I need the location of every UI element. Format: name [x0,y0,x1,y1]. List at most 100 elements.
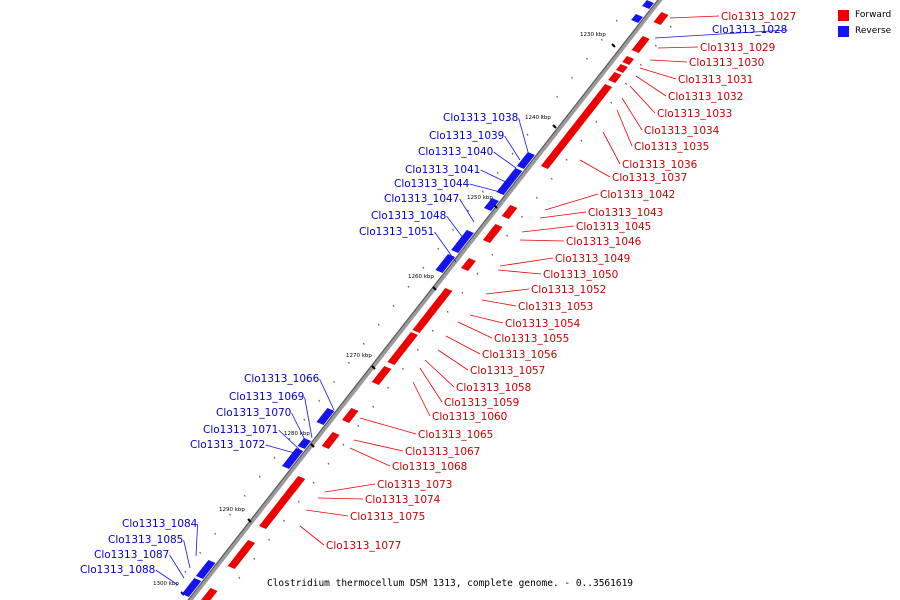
reverse-gene-arrow [484,198,499,211]
forward-gene-label: Clo1313_1046 [566,236,642,248]
minor-tick-bottom [238,576,241,579]
tick-label: 1230 kbp [580,32,606,38]
forward-leader-line [497,269,542,275]
reverse-gene-face [178,578,195,598]
legend-forward-label: Forward [855,10,892,20]
forward-gene-face [368,366,385,386]
tick-mark [611,43,616,48]
reverse-gene-arrow [195,560,216,579]
forward-gene-face [224,548,242,570]
forward-gene-arrow [653,12,669,25]
minor-tick-top [422,266,425,269]
reverse-gene-face [313,408,328,426]
forward-leader-line [457,321,493,339]
minor-tick-top [452,228,455,231]
forward-gene-label: Clo1313_1073 [377,479,452,491]
forward-gene-label: Clo1313_1036 [622,159,698,171]
forward-leader-line [521,225,575,233]
reverse-leader-line [654,29,788,39]
minor-tick-bottom [401,367,404,370]
minor-tick-top [556,95,559,98]
minor-tick-bottom [639,63,642,66]
forward-leader-line [317,497,364,500]
reverse-gene-face [432,254,449,274]
forward-gene-label: Clo1313_1035 [634,141,709,153]
forward-leader-line [481,299,517,307]
forward-gene-label: Clo1313_1033 [657,108,732,120]
forward-gene-label: Clo1313_1060 [432,411,507,423]
reverse-gene-label: Clo1313_1070 [216,407,291,419]
forward-leader-line [412,381,431,417]
minor-tick-top [526,133,529,136]
forward-gene-face [542,84,606,164]
tick-label: 1280 kbp [284,431,310,437]
forward-gene-arrow [321,432,340,449]
reverse-gene-label: Clo1313_1048 [371,210,446,222]
minor-tick-bottom [535,196,538,199]
forward-gene-face [384,346,400,366]
minor-tick-top [496,171,499,174]
forward-gene-label: Clo1313_1055 [494,333,569,345]
minor-tick-bottom [327,462,330,465]
tick-mark [371,365,376,370]
minor-tick-top [258,475,261,478]
forward-leader-line [639,67,677,80]
forward-leader-line [616,109,633,147]
reverse-leader-line [446,215,467,243]
forward-gene-arrow [201,588,218,600]
genome-axis [187,0,663,600]
reverse-gene-arrow [435,254,456,273]
reverse-leader-line [518,117,529,153]
reverse-gene-label: Clo1313_1051 [359,226,434,238]
minor-tick-top [541,114,544,117]
reverse-gene-label: Clo1313_1084 [122,518,198,530]
minor-tick-bottom [312,481,315,484]
forward-gene-label: Clo1313_1027 [721,11,796,23]
reverse-leader-line [291,412,307,443]
forward-gene-face [256,512,271,530]
reverse-leader-line [504,135,521,161]
forward-gene-arrow [631,36,650,53]
minor-tick-top [214,532,217,535]
minor-tick-top [392,304,395,307]
forward-leader-line [437,349,469,371]
minor-tick-bottom [625,82,628,85]
forward-leader-line [305,509,349,517]
forward-gene-arrow [482,226,501,243]
forward-gene-label: Clo1313_1054 [505,318,581,330]
reverse-gene-arrow [516,152,535,169]
minor-tick-top [615,19,618,22]
forward-gene-arrow [545,84,613,163]
reverse-leader-line [434,231,457,263]
forward-leader-line [579,159,611,178]
forward-leader-line [621,97,643,131]
tick-mark [310,443,315,448]
minor-tick-top [600,38,603,41]
minor-tick-bottom [580,139,583,142]
minor-tick-bottom [416,348,419,351]
forward-gene-label: Clo1313_1043 [588,207,663,219]
tick-label: 1270 kbp [346,353,372,359]
tick-mark [247,518,252,523]
reverse-leader-line [304,396,313,439]
forward-leader-line [544,193,599,211]
minor-tick-bottom [372,405,375,408]
legend-forward: Forward [838,8,900,22]
forward-gene-face [613,64,621,74]
reverse-gene-label: Clo1313_1038 [443,112,518,124]
minor-tick-top [333,380,336,383]
reverse-gene-face [513,152,528,170]
forward-gene-face [201,588,211,600]
minor-tick-bottom [446,310,449,313]
forward-gene-arrow [371,366,392,385]
tick-label: 1290 kbp [219,507,245,513]
forward-gene-face [619,56,628,66]
forward-gene-label: Clo1313_1034 [644,125,720,137]
reverse-gene-face [192,560,209,580]
forward-gene-label: Clo1313_1057 [470,365,545,377]
forward-gene-face [479,226,494,244]
reverse-leader-line [493,151,517,169]
minor-tick-top [243,494,246,497]
forward-leader-line [657,46,699,49]
